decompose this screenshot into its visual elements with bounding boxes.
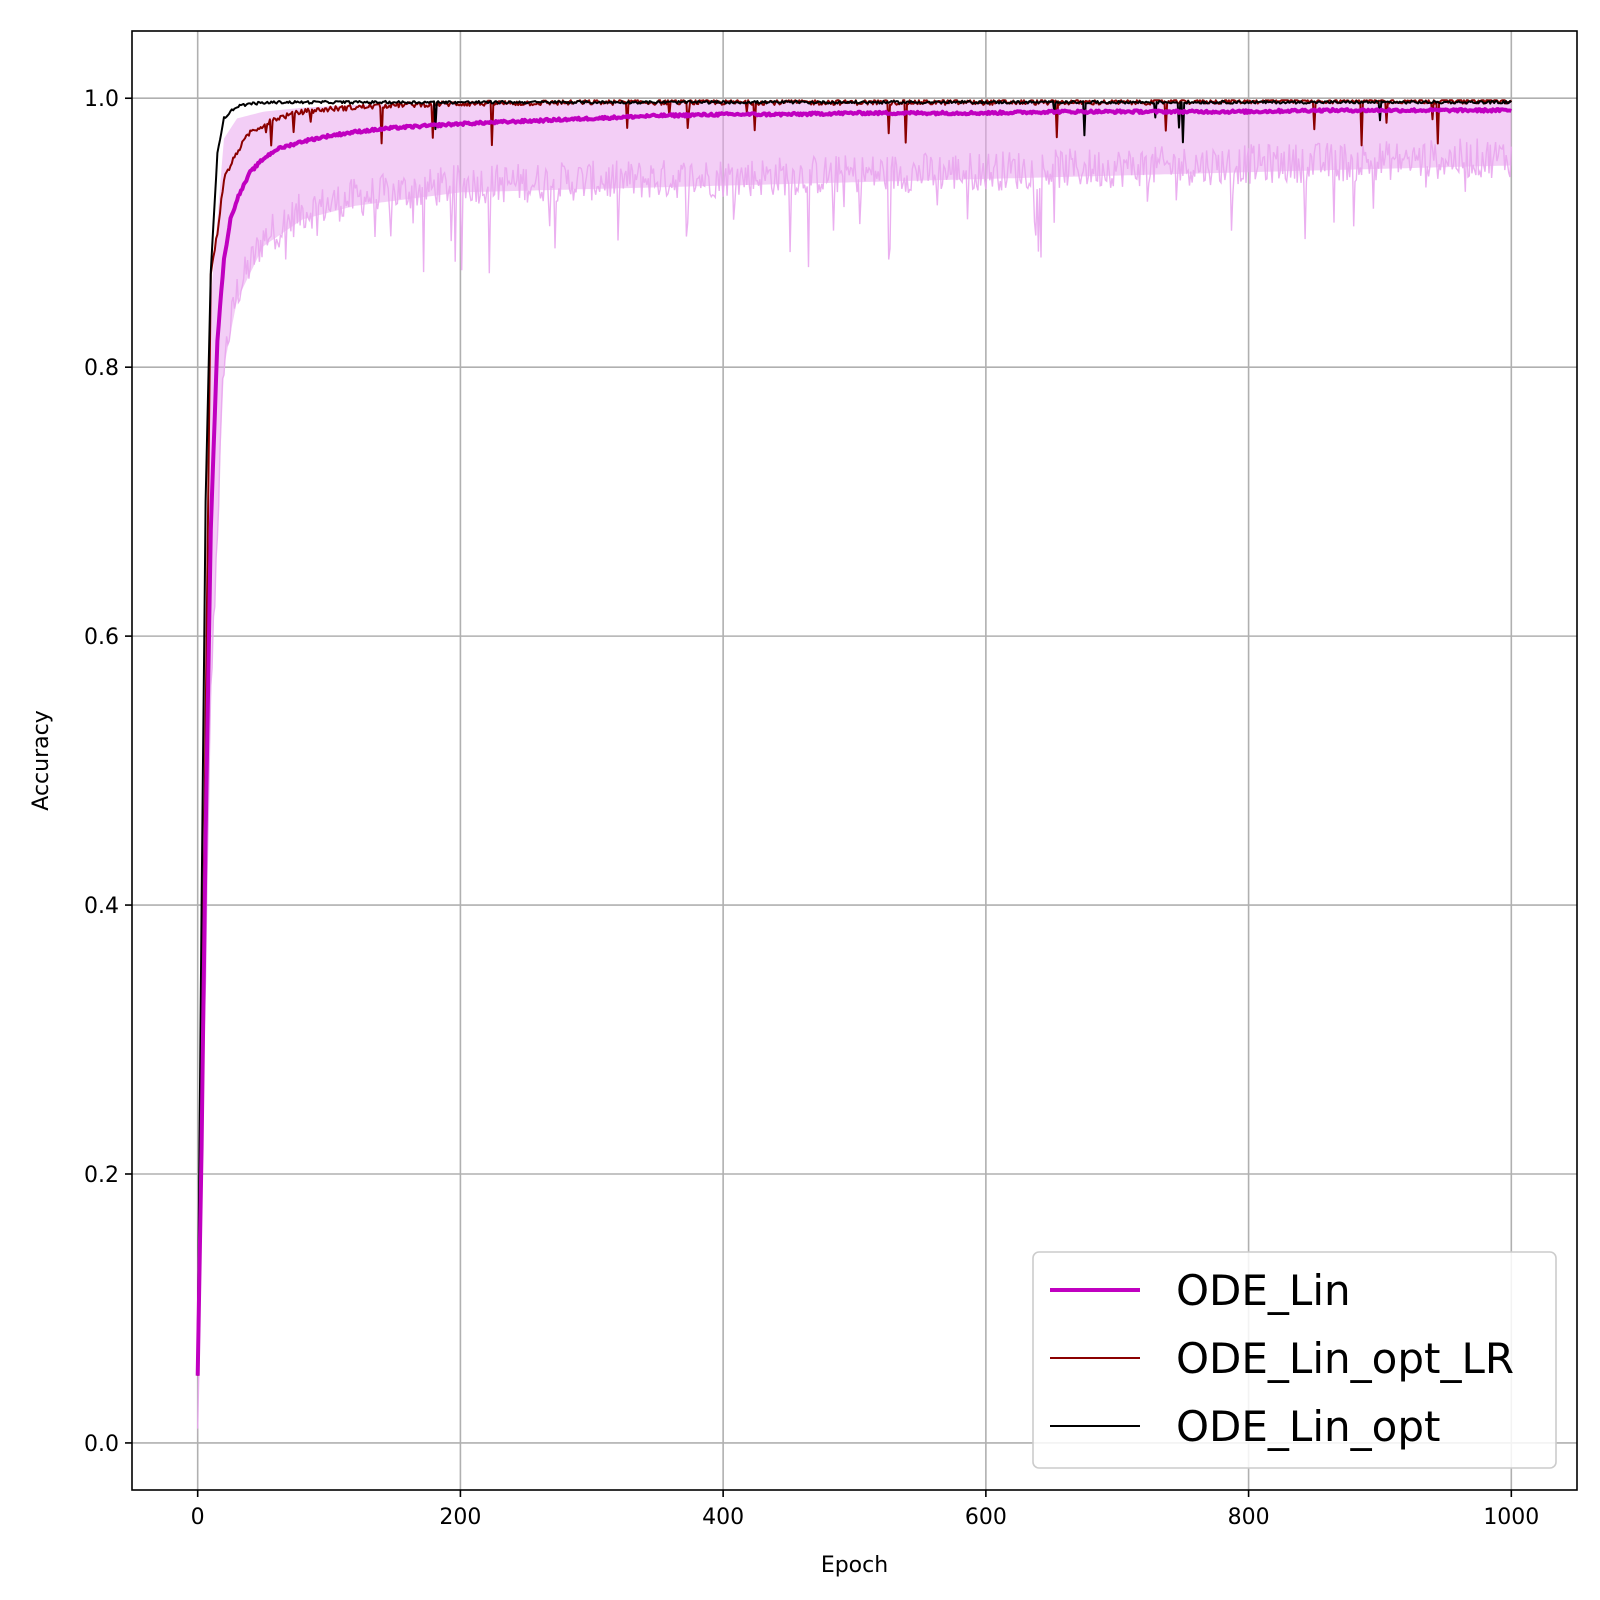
legend-box <box>1032 1251 1557 1469</box>
grid-lines <box>132 31 1577 1490</box>
legend-label-ode-lin-opt: ODE_Lin_opt <box>1176 1402 1440 1451</box>
x-tick-label: 1000 <box>1483 1505 1539 1530</box>
ode-lin-run-trace <box>197 138 1512 1429</box>
y-tick-label: 0.0 <box>84 1432 119 1457</box>
y-tick-label: 0.8 <box>84 356 119 381</box>
ode-lin-line <box>195 107 1513 1376</box>
series-layer <box>195 99 1513 1376</box>
ode-lin-opt-line <box>196 99 1512 1349</box>
y-tick-label: 0.2 <box>84 1163 119 1188</box>
y-axis-label: Accuracy <box>29 710 54 810</box>
y-tick-label: 0.6 <box>84 625 119 650</box>
legend-label-ode-lin-opt-lr: ODE_Lin_opt_LR <box>1176 1334 1514 1383</box>
x-tick-label: 800 <box>1228 1505 1270 1530</box>
x-tick-label: 600 <box>965 1505 1007 1530</box>
plot-frame <box>131 30 1578 1491</box>
x-axis-ticks: 0 200 400 600 800 1000 <box>191 1490 1539 1530</box>
y-tick-label: 1.0 <box>84 87 119 112</box>
y-tick-label: 0.4 <box>84 894 119 919</box>
ode-lin-noise-layer <box>197 138 1512 1429</box>
x-axis-label: Epoch <box>821 1553 888 1578</box>
x-tick-label: 200 <box>439 1505 481 1530</box>
x-tick-label: 400 <box>702 1505 744 1530</box>
x-tick-label: 0 <box>191 1505 205 1530</box>
y-axis-ticks: 0.0 0.2 0.4 0.6 0.8 1.0 <box>84 87 132 1457</box>
legend: ODE_Lin ODE_Lin_opt_LR ODE_Lin_opt <box>1032 1251 1557 1469</box>
legend-label-ode-lin: ODE_Lin <box>1176 1266 1351 1315</box>
